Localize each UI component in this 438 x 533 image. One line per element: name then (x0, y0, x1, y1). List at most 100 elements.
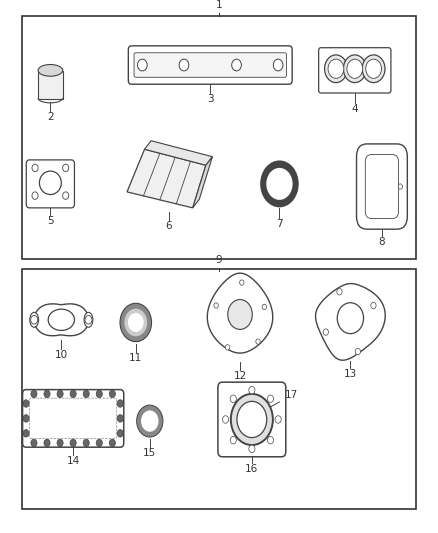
Circle shape (23, 430, 29, 437)
Circle shape (262, 304, 266, 310)
Circle shape (70, 390, 76, 398)
Circle shape (355, 349, 360, 355)
Ellipse shape (30, 312, 39, 327)
Circle shape (44, 390, 50, 398)
FancyBboxPatch shape (26, 160, 74, 208)
Circle shape (117, 430, 124, 437)
Circle shape (323, 329, 328, 335)
Circle shape (57, 390, 63, 398)
Text: 14: 14 (67, 456, 80, 466)
FancyBboxPatch shape (134, 53, 286, 77)
Polygon shape (127, 149, 206, 208)
Circle shape (249, 445, 255, 453)
Text: 1: 1 (215, 0, 223, 10)
Ellipse shape (337, 303, 364, 334)
Circle shape (240, 280, 244, 285)
Ellipse shape (84, 312, 93, 327)
Circle shape (337, 288, 342, 295)
Circle shape (267, 437, 273, 444)
Circle shape (179, 59, 189, 71)
Circle shape (110, 390, 116, 398)
Circle shape (267, 395, 273, 402)
Circle shape (266, 168, 293, 200)
Circle shape (23, 400, 29, 407)
Circle shape (231, 394, 273, 445)
Circle shape (249, 386, 255, 394)
Circle shape (230, 395, 237, 402)
Text: 2: 2 (47, 112, 54, 122)
Circle shape (343, 55, 366, 83)
Circle shape (70, 439, 76, 447)
Circle shape (328, 59, 344, 78)
Text: 3: 3 (207, 94, 214, 104)
Circle shape (223, 416, 229, 423)
Circle shape (325, 55, 347, 83)
Ellipse shape (39, 171, 61, 195)
Circle shape (31, 439, 37, 447)
Ellipse shape (48, 309, 74, 330)
Circle shape (228, 300, 252, 329)
Circle shape (23, 415, 29, 422)
Circle shape (85, 316, 92, 324)
Circle shape (32, 192, 38, 199)
Bar (38, 71, 63, 99)
Circle shape (214, 303, 218, 308)
FancyBboxPatch shape (319, 48, 391, 93)
Circle shape (128, 313, 144, 332)
Circle shape (362, 55, 385, 83)
Circle shape (366, 59, 381, 78)
Circle shape (117, 415, 124, 422)
Circle shape (275, 416, 281, 423)
FancyBboxPatch shape (357, 144, 407, 229)
Circle shape (260, 160, 299, 207)
Polygon shape (207, 273, 273, 353)
Circle shape (110, 439, 116, 447)
Circle shape (57, 439, 63, 447)
Text: 8: 8 (378, 237, 385, 247)
Text: 16: 16 (245, 464, 258, 474)
Circle shape (347, 59, 363, 78)
Text: 9: 9 (215, 255, 223, 265)
Circle shape (96, 390, 102, 398)
Text: 11: 11 (129, 353, 142, 364)
Text: 10: 10 (55, 350, 68, 360)
Polygon shape (145, 141, 212, 165)
Circle shape (32, 164, 38, 172)
Circle shape (31, 316, 38, 324)
Text: 6: 6 (165, 221, 172, 231)
Circle shape (96, 439, 102, 447)
Polygon shape (193, 157, 212, 208)
Text: 4: 4 (351, 103, 358, 114)
FancyBboxPatch shape (218, 382, 286, 457)
Text: 12: 12 (233, 371, 247, 381)
Circle shape (63, 164, 69, 172)
Circle shape (398, 184, 403, 189)
FancyBboxPatch shape (30, 398, 117, 439)
Polygon shape (34, 304, 88, 336)
Circle shape (117, 400, 124, 407)
Text: 7: 7 (276, 219, 283, 229)
Text: 15: 15 (143, 448, 156, 458)
Circle shape (44, 439, 50, 447)
Text: 17: 17 (268, 391, 298, 408)
Circle shape (124, 309, 147, 336)
FancyBboxPatch shape (23, 390, 124, 447)
Circle shape (120, 303, 152, 342)
Circle shape (226, 345, 230, 350)
FancyBboxPatch shape (128, 46, 292, 84)
Circle shape (83, 439, 89, 447)
Polygon shape (315, 284, 385, 360)
Ellipse shape (38, 64, 63, 76)
Circle shape (138, 59, 147, 71)
Text: 5: 5 (47, 216, 54, 226)
Circle shape (31, 390, 37, 398)
Circle shape (232, 59, 241, 71)
Circle shape (371, 302, 376, 309)
Circle shape (230, 437, 237, 444)
Circle shape (83, 390, 89, 398)
FancyBboxPatch shape (365, 155, 399, 219)
Text: 13: 13 (344, 369, 357, 379)
Circle shape (63, 192, 69, 199)
Circle shape (256, 339, 260, 344)
Circle shape (237, 401, 267, 438)
